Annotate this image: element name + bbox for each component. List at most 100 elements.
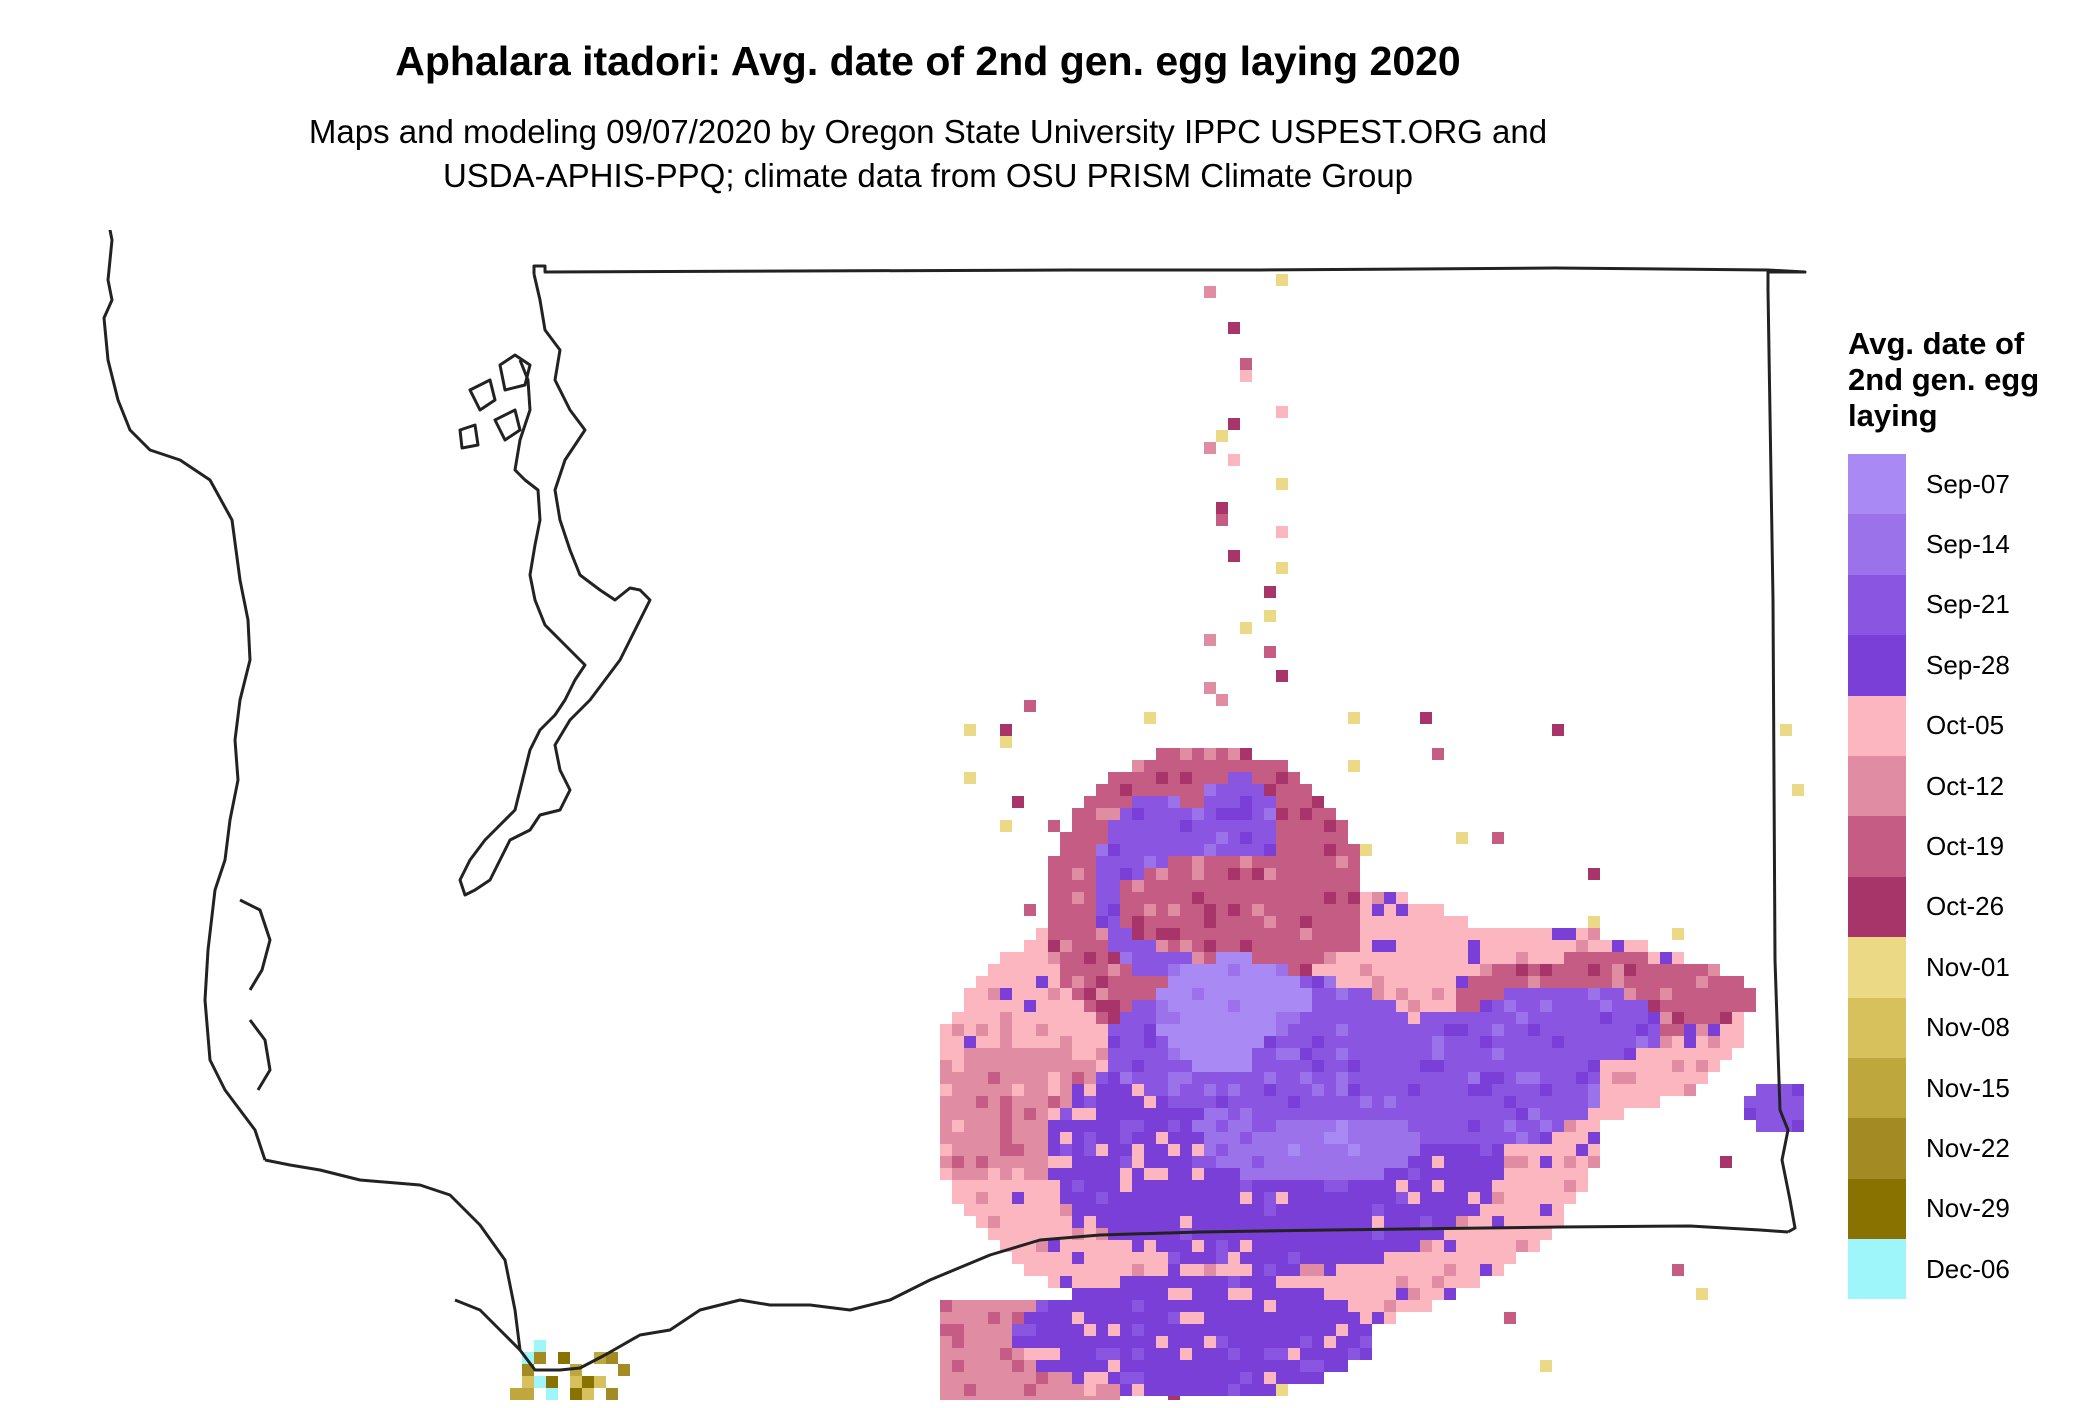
raster-cell <box>1120 1324 1132 1336</box>
raster-cell <box>1396 1036 1408 1048</box>
raster-cell <box>1072 1192 1084 1204</box>
raster-cell <box>1264 1288 1276 1300</box>
raster-cell <box>940 1372 952 1384</box>
raster-cell <box>1396 1048 1408 1060</box>
raster-cell <box>1000 1144 1012 1156</box>
raster-cell <box>1300 1096 1312 1108</box>
raster-cell <box>1072 892 1084 904</box>
raster-cell <box>1768 1096 1780 1108</box>
raster-cell <box>1180 1324 1192 1336</box>
raster-cell <box>1624 1084 1636 1096</box>
raster-cell <box>1444 916 1456 928</box>
raster-cell <box>1120 964 1132 976</box>
raster-cell <box>1288 844 1300 856</box>
subtitle-line-1: Maps and modeling 09/07/2020 by Oregon S… <box>308 113 1548 150</box>
raster-cell <box>1060 928 1072 940</box>
raster-cell <box>1060 1132 1072 1144</box>
raster-cell <box>1312 1372 1324 1384</box>
raster-cell <box>1288 1012 1300 1024</box>
raster-cell <box>1024 1072 1036 1084</box>
raster-cell <box>1600 952 1612 964</box>
raster-cell <box>1276 964 1288 976</box>
legend-label: Dec-06 <box>1926 1253 2010 1284</box>
legend-label: Sep-14 <box>1926 529 2010 560</box>
raster-cell <box>1168 1156 1180 1168</box>
raster-cell <box>1144 988 1156 1000</box>
raster-cell <box>976 1108 988 1120</box>
raster-cell <box>1048 1192 1060 1204</box>
raster-cell <box>1660 1000 1672 1012</box>
raster-cell <box>1108 1336 1120 1348</box>
raster-cell <box>1192 916 1204 928</box>
raster-cell <box>1228 832 1240 844</box>
raster-cell <box>1060 1276 1072 1288</box>
raster-cell <box>1072 868 1084 880</box>
raster-cell <box>1516 1120 1528 1132</box>
raster-cell <box>1048 856 1060 868</box>
raster-cell <box>1276 1096 1288 1108</box>
raster-cell <box>1084 1072 1096 1084</box>
raster-cell <box>1564 1096 1576 1108</box>
raster-cell <box>1120 1300 1132 1312</box>
raster-cell <box>1480 1024 1492 1036</box>
raster-cell <box>952 1324 964 1336</box>
raster-cell <box>1180 1012 1192 1024</box>
raster-cell <box>1504 1120 1516 1132</box>
raster-cell <box>1144 1012 1156 1024</box>
raster-cell <box>1096 1384 1108 1396</box>
raster-cell <box>1300 1180 1312 1192</box>
raster-cell <box>976 1204 988 1216</box>
raster-cell <box>1192 796 1204 808</box>
raster-cell <box>1276 1192 1288 1204</box>
raster-cell <box>1216 772 1228 784</box>
raster-cell <box>1084 1192 1096 1204</box>
raster-cell <box>1120 1012 1132 1024</box>
raster-cell <box>1660 1072 1672 1084</box>
raster-cell <box>1408 1120 1420 1132</box>
raster-cell <box>964 1348 976 1360</box>
raster-cell <box>1264 892 1276 904</box>
raster-cell <box>1264 964 1276 976</box>
raster-cell <box>1036 964 1048 976</box>
legend-label: Sep-07 <box>1926 468 2010 499</box>
raster-cell <box>1144 1216 1156 1228</box>
raster-cell <box>1168 1048 1180 1060</box>
raster-cell <box>1036 1168 1048 1180</box>
raster-cell <box>1300 940 1312 952</box>
raster-cell <box>1120 1000 1132 1012</box>
raster-cell <box>1252 832 1264 844</box>
raster-cell <box>1276 1084 1288 1096</box>
raster-cell <box>1096 1036 1108 1048</box>
raster-cell <box>1612 952 1624 964</box>
raster-cell <box>1744 1096 1756 1108</box>
raster-cell <box>1552 1012 1564 1024</box>
raster-cell <box>1264 1264 1276 1276</box>
raster-cell <box>976 1180 988 1192</box>
raster-cell <box>1108 1048 1120 1060</box>
raster-cell <box>1228 1132 1240 1144</box>
raster-cell <box>1504 1168 1516 1180</box>
raster-cell <box>976 1372 988 1384</box>
raster-cell <box>1516 952 1528 964</box>
raster-cell <box>1480 1180 1492 1192</box>
raster-cell <box>1108 1240 1120 1252</box>
raster-cell <box>1648 1072 1660 1084</box>
raster-cell <box>582 1376 594 1388</box>
raster-cell <box>1264 1372 1276 1384</box>
raster-cell <box>1024 1156 1036 1168</box>
raster-cell <box>1564 988 1576 1000</box>
raster-cell <box>988 1120 1000 1132</box>
raster-cell <box>1564 1060 1576 1072</box>
raster-cell <box>1456 1156 1468 1168</box>
raster-cell <box>1168 1204 1180 1216</box>
raster-cell <box>1504 928 1516 940</box>
raster-cell <box>1084 964 1096 976</box>
raster-cell <box>1252 1216 1264 1228</box>
raster-cell <box>1252 796 1264 808</box>
raster-cell <box>1228 1084 1240 1096</box>
raster-cell <box>1060 976 1072 988</box>
raster-cell <box>1456 1096 1468 1108</box>
raster-cell <box>1048 1312 1060 1324</box>
raster-cell <box>1144 892 1156 904</box>
raster-cell <box>1036 1312 1048 1324</box>
